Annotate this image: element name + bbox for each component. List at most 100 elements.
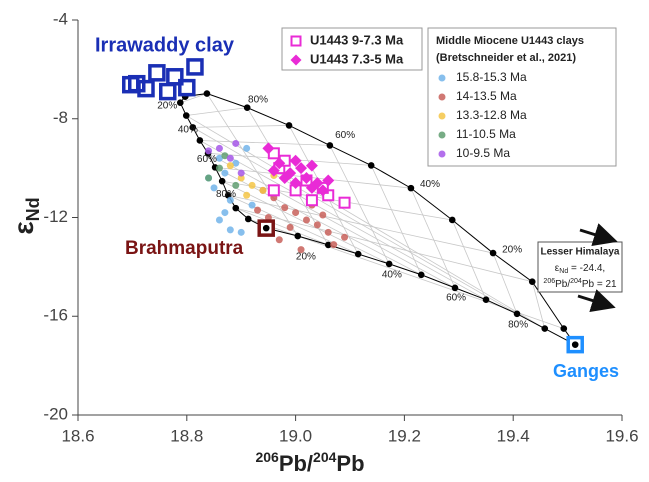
point bbox=[267, 164, 280, 177]
mesh-line bbox=[451, 219, 487, 300]
mixing-point bbox=[448, 216, 456, 224]
mesh-line bbox=[192, 125, 290, 128]
legend-box bbox=[427, 27, 617, 167]
endmember-dot bbox=[262, 224, 270, 232]
point bbox=[438, 150, 446, 158]
point bbox=[221, 169, 229, 177]
legend-label: U1443 9-7.3 Ma bbox=[310, 32, 404, 47]
percent-label: 20% bbox=[157, 100, 177, 111]
y-label-part: ε bbox=[8, 221, 39, 234]
point bbox=[290, 54, 302, 66]
mixing-point bbox=[189, 124, 197, 131]
mixing-point bbox=[354, 250, 362, 258]
legend-label: 15.8-15.3 Ma bbox=[456, 70, 527, 84]
point bbox=[254, 206, 262, 214]
point bbox=[438, 131, 446, 139]
point bbox=[221, 152, 229, 160]
legend-title: (Bretschneider et al., 2021) bbox=[436, 52, 576, 64]
point bbox=[300, 172, 313, 184]
endmember-point bbox=[148, 64, 166, 82]
percent-label: 80% bbox=[508, 319, 528, 330]
x-label-sup: 206 bbox=[255, 449, 279, 465]
point bbox=[290, 35, 302, 47]
mesh-line bbox=[199, 140, 487, 301]
mesh-line bbox=[199, 140, 330, 146]
percent-label: 20% bbox=[502, 244, 522, 255]
x-tick-label: 19.2 bbox=[388, 426, 421, 445]
point bbox=[305, 159, 318, 172]
legend-box bbox=[281, 27, 423, 71]
point bbox=[267, 184, 280, 197]
point bbox=[226, 196, 234, 204]
note-part: ε bbox=[555, 263, 560, 274]
mesh-line bbox=[222, 180, 453, 221]
note-part: Pb/ bbox=[555, 279, 570, 290]
point bbox=[278, 172, 291, 184]
mixing-point bbox=[285, 122, 293, 129]
endmember-point bbox=[137, 79, 155, 98]
point bbox=[297, 246, 305, 254]
point bbox=[205, 147, 213, 155]
endmember-label: Ganges bbox=[553, 361, 619, 381]
mixing-curves bbox=[176, 90, 579, 348]
point bbox=[215, 154, 223, 162]
legend-label: 14-13.5 Ma bbox=[456, 89, 517, 103]
point bbox=[330, 241, 338, 249]
point bbox=[338, 196, 351, 209]
x-label-part: Pb bbox=[336, 451, 364, 476]
mesh-line bbox=[329, 145, 390, 265]
point bbox=[289, 176, 302, 189]
point bbox=[248, 201, 256, 209]
mixing-point bbox=[367, 162, 375, 169]
point bbox=[210, 184, 218, 192]
point bbox=[205, 174, 213, 182]
y-label-sub: Nd bbox=[23, 197, 43, 221]
mesh-line bbox=[235, 207, 329, 246]
data-points bbox=[122, 58, 584, 354]
point bbox=[292, 209, 300, 217]
x-tick-label: 19.0 bbox=[279, 426, 312, 445]
mixing-curve bbox=[266, 227, 576, 346]
point bbox=[438, 74, 446, 82]
x-axis-label: 206Pb/204Pb bbox=[255, 449, 364, 476]
x-tick-label: 19.4 bbox=[497, 426, 530, 445]
point bbox=[273, 157, 286, 170]
mixing-point bbox=[528, 278, 536, 285]
y-tick-label: -16 bbox=[43, 306, 68, 325]
mixing-point bbox=[560, 325, 568, 332]
y-tick-label: -20 bbox=[43, 404, 68, 423]
endmember-point bbox=[186, 58, 204, 76]
mesh-line bbox=[215, 166, 411, 189]
point bbox=[259, 186, 267, 194]
point bbox=[275, 236, 283, 244]
y-tick-label: -12 bbox=[43, 207, 68, 226]
point bbox=[215, 164, 223, 172]
mixing-point bbox=[232, 204, 240, 212]
percent-label: 60% bbox=[197, 154, 217, 165]
endmember-label: Brahmaputra bbox=[125, 238, 244, 259]
mixing-point bbox=[203, 90, 211, 97]
mesh-line bbox=[370, 165, 422, 275]
point bbox=[286, 223, 294, 231]
percent-label: 60% bbox=[446, 292, 466, 303]
note-part: = -24.4, bbox=[568, 263, 605, 274]
point bbox=[232, 181, 240, 189]
mixing-point bbox=[294, 232, 302, 240]
percent-label: 80% bbox=[216, 189, 236, 200]
point bbox=[232, 139, 240, 147]
point bbox=[226, 226, 234, 234]
mixing-point bbox=[417, 271, 425, 279]
mesh-line bbox=[235, 207, 533, 283]
mesh-line bbox=[186, 107, 248, 116]
point bbox=[243, 144, 251, 152]
point bbox=[305, 181, 318, 194]
x-label-sup: 204 bbox=[313, 449, 337, 465]
arrow bbox=[579, 223, 618, 247]
point bbox=[305, 194, 318, 207]
percent-label: 20% bbox=[296, 252, 316, 263]
point bbox=[226, 154, 234, 162]
mixing-point bbox=[218, 177, 226, 185]
mesh-line bbox=[206, 93, 299, 237]
x-label-part: Pb/ bbox=[279, 451, 313, 476]
legend-label: U1443 7.3-5 Ma bbox=[310, 51, 404, 66]
